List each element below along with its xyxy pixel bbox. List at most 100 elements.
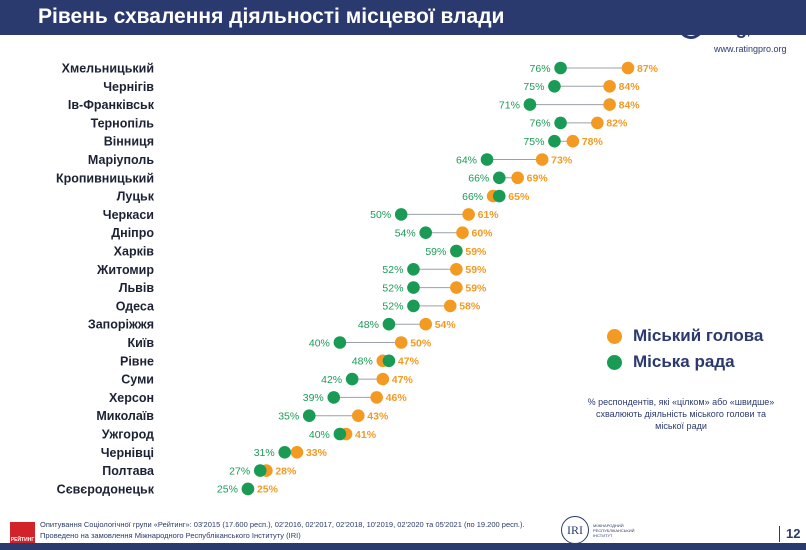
council-point: [241, 482, 255, 496]
council-point: [523, 98, 537, 111]
footer-line-1: Опитування Соціологічної групи «Рейтинг»…: [40, 520, 525, 529]
council-value-label: 75%: [523, 81, 544, 93]
council-point: [382, 354, 396, 368]
mayor-point: [290, 446, 304, 459]
mayor-point: [456, 226, 469, 239]
mayor-value-label: 84%: [619, 81, 641, 93]
council-value-label: 31%: [254, 447, 275, 459]
council-point: [278, 446, 292, 459]
mayor-point: [462, 208, 475, 221]
council-value-label: 71%: [499, 99, 520, 111]
footer-line-2: Проведено на замовлення Міжнародного Рес…: [40, 531, 301, 540]
category-label: Одеса: [116, 299, 155, 313]
mayor-point: [419, 317, 433, 331]
mayor-value-label: 50%: [410, 337, 432, 349]
council-value-label: 52%: [382, 301, 403, 313]
dumbbell-chart: Хмельницький 76% 87% Чернігів 75% 84% Ів-Франк…: [56, 61, 659, 497]
mayor-point: [535, 153, 549, 166]
category-label: Черкаси: [103, 208, 154, 222]
category-label: Ів-Франківськ: [68, 98, 155, 112]
logo-suffix: pro: [747, 22, 766, 37]
mayor-value-label: 59%: [465, 282, 487, 294]
council-value-label: 27%: [229, 465, 250, 477]
logo-brand: Rating: [688, 18, 748, 39]
council-value-label: 64%: [456, 154, 477, 166]
category-label: Житомир: [96, 263, 154, 277]
category-label: Суми: [121, 373, 154, 387]
council-point: [480, 153, 494, 166]
mayor-point: [603, 98, 616, 111]
council-value-label: 52%: [382, 264, 403, 276]
category-label: Херсон: [109, 391, 154, 405]
mayor-point: [566, 134, 580, 148]
mayor-value-label: 47%: [392, 374, 414, 386]
footer-source: Опитування Соціологічної групи «Рейтинг»…: [40, 519, 525, 541]
rating-logo: Ratingpro: [688, 18, 766, 41]
mayor-point: [603, 80, 616, 93]
iri-caption: МІЖНАРОДНИЙ РЕСПУБЛІКАНСЬКИЙ ІНСТИТУТ: [593, 522, 635, 538]
council-point: [419, 226, 433, 239]
category-label: Дніпро: [111, 226, 154, 240]
council-value-label: 25%: [217, 484, 238, 496]
council-point: [302, 409, 316, 423]
page-title: Рівень схвалення діяльності місцевої вла…: [38, 5, 505, 28]
category-label: Луцьк: [117, 190, 155, 204]
mayor-value-label: 87%: [637, 63, 659, 75]
mayor-value-label: 25%: [257, 484, 279, 496]
legend-mayor-dot-icon: [607, 328, 622, 344]
category-label: Чернігів: [103, 80, 154, 94]
council-value-label: 50%: [370, 209, 391, 221]
council-point: [407, 263, 420, 276]
mayor-point: [351, 409, 365, 423]
council-point: [253, 464, 267, 477]
legend-mayor-label: Міський голова: [633, 326, 764, 345]
category-label: Запоріжжя: [88, 318, 154, 332]
mayor-value-label: 54%: [435, 319, 457, 331]
category-label: Київ: [127, 336, 154, 350]
category-label: Сєвєродонецьк: [57, 482, 155, 496]
mayor-value-label: 60%: [471, 228, 493, 240]
mayor-point: [443, 299, 457, 313]
council-value-label: 75%: [523, 136, 544, 148]
legend-council-label: Міська рада: [633, 352, 735, 371]
mayor-value-label: 43%: [367, 411, 389, 423]
mayor-point: [450, 281, 463, 294]
footer-bar: [0, 543, 806, 550]
mayor-point: [450, 263, 463, 276]
mayor-value-label: 69%: [527, 173, 549, 185]
mayor-value-label: 73%: [551, 154, 573, 166]
council-point: [407, 281, 420, 294]
category-label: Маріуполь: [88, 153, 154, 167]
council-value-label: 35%: [278, 411, 299, 423]
category-label: Ужгород: [102, 428, 154, 442]
mayor-value-label: 33%: [306, 447, 328, 459]
council-point: [407, 299, 420, 313]
council-value-label: 40%: [309, 337, 330, 349]
council-point: [554, 116, 567, 130]
category-label: Тернопіль: [91, 116, 155, 130]
logo-url[interactable]: www.ratingpro.org: [714, 44, 787, 54]
council-point: [333, 336, 347, 349]
mayor-point: [621, 61, 635, 75]
mayor-value-label: 41%: [355, 429, 377, 441]
legend: Міський голова Міська рада: [607, 323, 763, 375]
mayor-value-label: 65%: [508, 191, 530, 203]
council-value-label: 66%: [468, 173, 489, 185]
mayor-point: [394, 336, 408, 349]
council-point: [554, 61, 567, 75]
category-label: Полтава: [102, 464, 155, 478]
category-label: Чернівці: [101, 446, 154, 460]
council-point: [548, 134, 561, 148]
legend-item-mayor: Міський голова: [607, 323, 763, 349]
council-point: [327, 391, 341, 404]
mayor-value-label: 28%: [275, 465, 297, 477]
council-value-label: 59%: [425, 246, 446, 258]
iri-logo: IRI МІЖНАРОДНИЙ РЕСПУБЛІКАНСЬКИЙ ІНСТИТУ…: [561, 516, 635, 544]
council-value-label: 39%: [303, 392, 324, 404]
header-bar: [0, 0, 806, 35]
council-value-label: 76%: [530, 63, 551, 75]
mayor-point: [511, 171, 524, 185]
council-value-label: 54%: [395, 228, 416, 240]
council-value-label: 52%: [382, 282, 403, 294]
council-point: [382, 317, 396, 331]
